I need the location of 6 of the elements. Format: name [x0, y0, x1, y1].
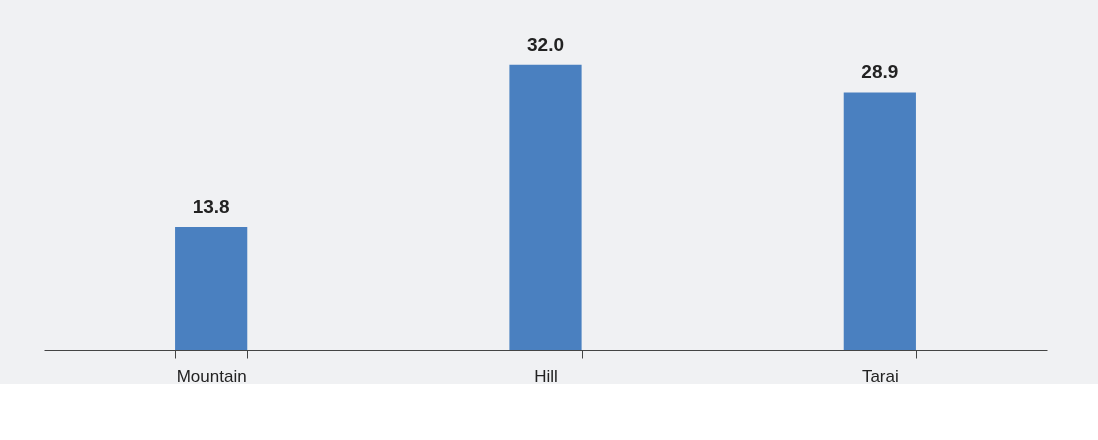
data-label: 28.9 — [861, 61, 899, 83]
x-tick-label: Tarai — [861, 366, 899, 386]
x-tick-label: Mountain — [176, 366, 247, 386]
x-tick-label: Hill — [534, 366, 558, 386]
data-label: 32.0 — [527, 33, 564, 55]
data-label: 13.8 — [192, 195, 230, 217]
